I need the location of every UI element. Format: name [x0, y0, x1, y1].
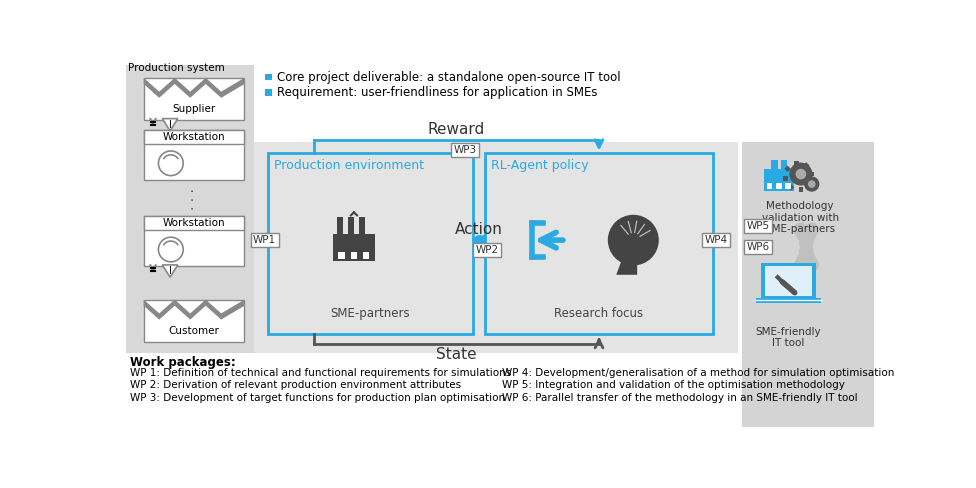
Text: WP5: WP5 [747, 221, 770, 231]
Text: Customer: Customer [169, 326, 220, 336]
Text: WP 5: Integration and validation of the optimisation methodology: WP 5: Integration and validation of the … [502, 381, 844, 390]
Bar [745, 240, 772, 254]
Text: Methodology
validation with
SME-partners: Methodology validation with SME-partners [761, 201, 838, 234]
Text: WP 2: Derivation of relevant production environment attributes: WP 2: Derivation of relevant production … [130, 381, 461, 390]
Text: Core project deliverable: a standalone open-source IT tool: Core project deliverable: a standalone o… [277, 71, 621, 83]
Polygon shape [616, 260, 637, 275]
Bar [251, 233, 278, 247]
Bar [339, 252, 345, 259]
Bar [785, 165, 791, 172]
Text: I: I [169, 266, 172, 276]
Text: WP 3: Development of target functions for production plan optimisation: WP 3: Development of target functions fo… [130, 393, 505, 403]
Circle shape [809, 181, 815, 187]
Text: State: State [436, 347, 477, 362]
Bar [337, 217, 344, 234]
Text: WP 6: Parallel transfer of the methodology in an SME-friendly IT tool: WP 6: Parallel transfer of the methodolo… [502, 393, 857, 403]
Bar [771, 160, 778, 169]
Bar [347, 217, 354, 234]
Bar [745, 219, 772, 233]
Bar [803, 162, 809, 169]
Bar [756, 298, 821, 304]
Bar [761, 263, 816, 300]
Text: Supplier: Supplier [173, 104, 216, 114]
Bar [143, 130, 244, 144]
Polygon shape [162, 265, 178, 277]
Bar [254, 142, 738, 353]
Text: I: I [169, 120, 172, 130]
Bar [267, 153, 473, 334]
Bar [358, 217, 365, 234]
Text: WP 4: Development/generalisation of a method for simulation optimisation: WP 4: Development/generalisation of a me… [502, 368, 894, 378]
Text: SME-friendly
IT tool: SME-friendly IT tool [755, 326, 822, 348]
Bar [783, 176, 788, 181]
Bar [793, 161, 798, 165]
Text: Production system: Production system [128, 63, 224, 73]
Bar [143, 216, 244, 266]
Bar [806, 181, 813, 187]
Text: Production environment: Production environment [274, 160, 424, 172]
Bar [809, 172, 814, 176]
Bar [781, 160, 787, 169]
Bar [473, 243, 502, 257]
Bar [765, 266, 812, 296]
Bar [788, 184, 794, 190]
Circle shape [790, 163, 812, 185]
Text: Workstation: Workstation [163, 218, 225, 228]
Text: WP3: WP3 [454, 145, 476, 155]
Bar [265, 74, 271, 80]
Bar [703, 233, 730, 247]
Bar [764, 169, 793, 191]
Text: WP6: WP6 [747, 242, 770, 252]
Bar [485, 153, 713, 334]
Text: · · ·: · · · [187, 188, 201, 210]
Bar [350, 252, 357, 259]
Bar [122, 353, 878, 434]
Text: WP 1: Definition of technical and functional requirements for simulations: WP 1: Definition of technical and functi… [130, 368, 511, 378]
Text: Workstation: Workstation [163, 132, 225, 142]
Text: SME-partners: SME-partners [331, 307, 410, 320]
Bar [767, 183, 772, 189]
Circle shape [805, 177, 819, 191]
Text: WP4: WP4 [705, 235, 728, 245]
Circle shape [608, 216, 658, 265]
Text: WP2: WP2 [476, 245, 499, 255]
Bar [333, 234, 375, 261]
Bar [742, 142, 874, 427]
Bar [143, 216, 244, 230]
Bar [363, 252, 370, 259]
Bar [143, 78, 244, 120]
Bar [786, 183, 791, 189]
Polygon shape [143, 300, 244, 320]
Bar [798, 187, 803, 192]
Polygon shape [143, 78, 244, 98]
Bar [254, 65, 738, 138]
Text: Action: Action [455, 222, 503, 237]
Bar [143, 300, 244, 342]
Bar [265, 89, 271, 96]
Text: Reward: Reward [428, 122, 485, 137]
Bar [143, 130, 244, 180]
Text: Requirement: user-friendliness for application in SMEs: Requirement: user-friendliness for appli… [277, 86, 597, 99]
Bar [451, 143, 479, 157]
Text: RL-Agent policy: RL-Agent policy [491, 160, 589, 172]
Bar [776, 183, 782, 189]
Bar [254, 61, 734, 115]
Text: Research focus: Research focus [554, 307, 643, 320]
Text: Work packages:: Work packages: [130, 356, 235, 369]
Circle shape [796, 169, 805, 179]
Text: WP1: WP1 [253, 235, 276, 245]
Bar [126, 65, 254, 353]
Polygon shape [162, 119, 178, 131]
